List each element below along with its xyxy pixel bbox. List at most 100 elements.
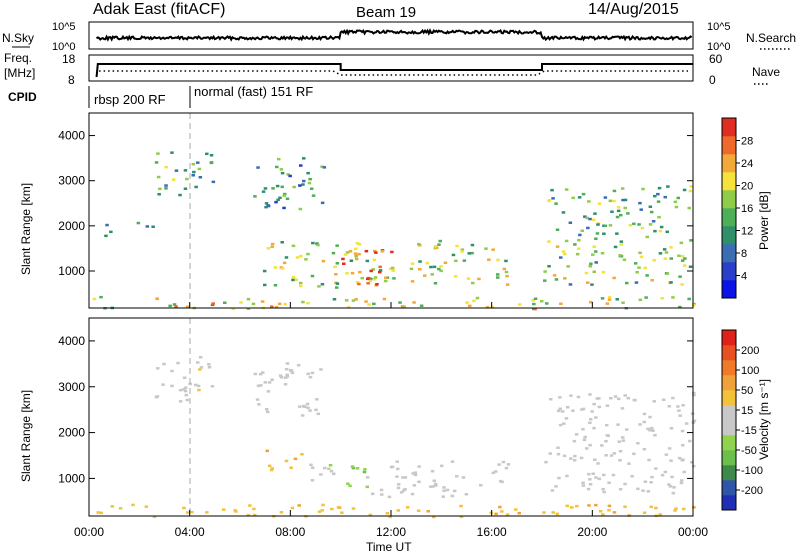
data-cell bbox=[568, 221, 573, 224]
data-cell bbox=[681, 458, 685, 461]
data-cell bbox=[677, 456, 682, 460]
data-cell bbox=[297, 504, 301, 507]
data-cell bbox=[275, 184, 280, 188]
colorbar-tick-label: -200 bbox=[741, 485, 763, 497]
colorbar-frame bbox=[721, 329, 737, 511]
data-cell bbox=[517, 511, 521, 515]
data-cell bbox=[601, 513, 605, 516]
data-cell bbox=[597, 202, 602, 205]
data-cell bbox=[571, 196, 575, 200]
data-cell bbox=[605, 434, 610, 437]
data-cell bbox=[638, 423, 642, 426]
data-cell bbox=[692, 464, 696, 468]
data-cell bbox=[382, 297, 387, 301]
data-cell bbox=[605, 302, 610, 305]
data-cell bbox=[409, 267, 414, 271]
data-cell bbox=[257, 403, 261, 406]
data-cell bbox=[543, 279, 547, 282]
data-cell bbox=[632, 222, 636, 226]
data-cell bbox=[246, 307, 251, 310]
data-cell bbox=[275, 165, 279, 169]
data-cell bbox=[590, 283, 594, 286]
data-cell bbox=[168, 304, 172, 308]
data-cell bbox=[664, 251, 669, 254]
data-cell bbox=[252, 513, 257, 517]
data-cell bbox=[156, 152, 160, 155]
data-cell bbox=[300, 414, 305, 417]
data-cell bbox=[363, 468, 367, 471]
data-cell bbox=[368, 513, 373, 517]
data-cell bbox=[452, 489, 457, 493]
data-cell bbox=[412, 484, 417, 487]
data-cell bbox=[580, 229, 584, 232]
data-cell bbox=[471, 281, 475, 285]
velocity-colorbar: 200 100 50 15 -15 -50 -100 -200 bbox=[721, 329, 763, 511]
data-cell bbox=[594, 476, 598, 479]
data-cell bbox=[611, 473, 616, 477]
data-cell bbox=[440, 464, 444, 468]
colorbar-swatch bbox=[722, 345, 736, 361]
data-cell bbox=[654, 467, 658, 470]
data-cell bbox=[285, 197, 290, 200]
data-cell bbox=[211, 180, 216, 184]
data-cell bbox=[642, 448, 647, 451]
data-cell bbox=[170, 369, 174, 373]
data-cell bbox=[364, 300, 368, 303]
data-cell bbox=[594, 416, 598, 419]
data-cell bbox=[296, 364, 301, 367]
data-cell bbox=[504, 259, 508, 263]
station-title: Adak East (fitACF) bbox=[93, 1, 225, 18]
data-cell bbox=[316, 243, 320, 247]
data-cell bbox=[543, 270, 547, 273]
data-cell bbox=[678, 305, 682, 309]
data-cell bbox=[334, 273, 338, 276]
data-cell bbox=[378, 270, 382, 274]
data-cell bbox=[630, 475, 634, 478]
data-cell bbox=[617, 440, 621, 443]
data-cell bbox=[671, 396, 675, 400]
data-cell bbox=[669, 246, 673, 249]
data-cell bbox=[665, 230, 669, 234]
data-cell bbox=[604, 454, 608, 457]
data-cell bbox=[531, 299, 535, 302]
data-cell bbox=[271, 187, 275, 190]
data-cell bbox=[282, 194, 287, 197]
data-cell bbox=[176, 361, 180, 365]
data-cell bbox=[613, 395, 618, 398]
data-cell bbox=[196, 161, 200, 164]
data-cell bbox=[378, 269, 383, 272]
noise-right-label: N.Search bbox=[746, 31, 796, 45]
data-cell bbox=[162, 362, 166, 366]
power-panel: 4000 3000 2000 1000 Slant Range [km] bbox=[19, 112, 696, 311]
data-cell bbox=[432, 479, 436, 482]
data-cell bbox=[283, 302, 287, 306]
data-cell bbox=[274, 305, 279, 309]
data-cell bbox=[335, 282, 340, 285]
colorbar-swatch bbox=[722, 208, 736, 227]
data-cell bbox=[673, 509, 677, 512]
data-cell bbox=[688, 189, 693, 193]
data-cell bbox=[432, 265, 437, 269]
velocity-y-axis: 4000 3000 2000 1000 bbox=[58, 334, 693, 485]
data-cell bbox=[267, 381, 272, 384]
data-cell bbox=[453, 275, 458, 278]
data-cell bbox=[670, 475, 674, 479]
data-cell bbox=[494, 512, 498, 516]
data-cell bbox=[663, 257, 668, 260]
freq-right-tick-bottom: 0 bbox=[709, 73, 716, 87]
data-cell bbox=[641, 489, 645, 492]
data-cell bbox=[623, 198, 628, 202]
data-cell bbox=[450, 494, 455, 498]
data-cell bbox=[649, 481, 653, 484]
data-cell bbox=[470, 251, 474, 255]
data-cell bbox=[280, 241, 284, 244]
data-cell bbox=[210, 303, 215, 307]
data-cell bbox=[489, 511, 493, 515]
data-cell bbox=[299, 284, 303, 288]
data-cell bbox=[372, 278, 377, 281]
data-cell bbox=[273, 284, 278, 287]
data-cell bbox=[561, 211, 566, 214]
data-cell bbox=[550, 489, 555, 492]
colorbar-swatch bbox=[722, 465, 736, 481]
data-cell bbox=[570, 506, 574, 509]
